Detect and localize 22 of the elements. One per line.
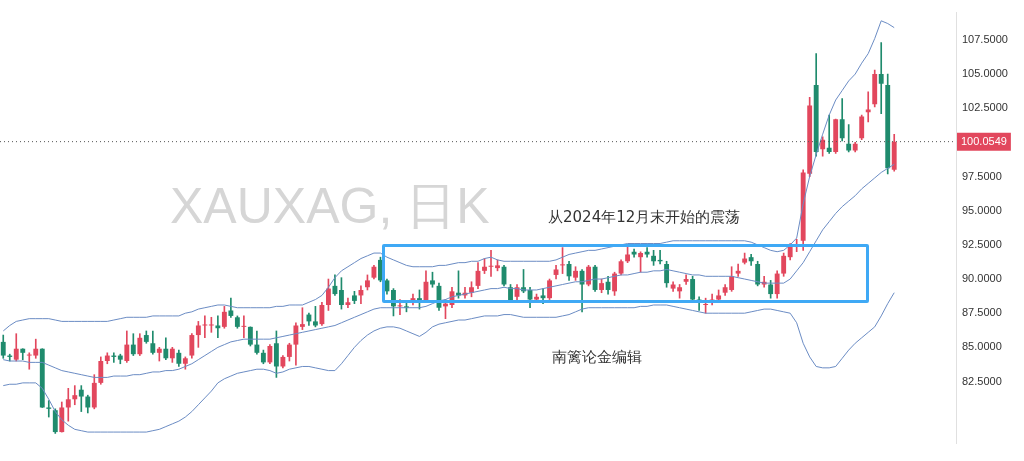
ref-line-label: 100.0549 (961, 134, 1007, 147)
y-tick-label: 90.0000 (962, 272, 1002, 285)
y-tick-label: 85.0000 (962, 340, 1002, 353)
candlestick (878, 42, 884, 115)
y-tick-label: 92.5000 (962, 237, 1002, 250)
candlestick (826, 114, 832, 154)
candlestick (72, 385, 78, 406)
candlestick (241, 315, 247, 339)
candlestick (215, 315, 221, 339)
candlestick (46, 400, 52, 418)
candlestick (78, 385, 84, 412)
candlestick (202, 315, 208, 339)
y-tick-label: 105.0000 (962, 67, 1008, 80)
y-tick-label: 95.0000 (962, 203, 1002, 216)
annotation: 南篱论金编辑 (552, 347, 642, 366)
y-tick-label: 82.5000 (962, 374, 1002, 387)
y-tick-label: 102.5000 (962, 101, 1008, 114)
candlestick (735, 263, 741, 277)
y-tick-label: 97.5000 (962, 169, 1002, 182)
y-tick-label: 107.5000 (962, 32, 1008, 45)
annotation: 从2024年12月末开始的震荡 (548, 207, 741, 226)
y-tick-label: 87.5000 (962, 306, 1002, 319)
